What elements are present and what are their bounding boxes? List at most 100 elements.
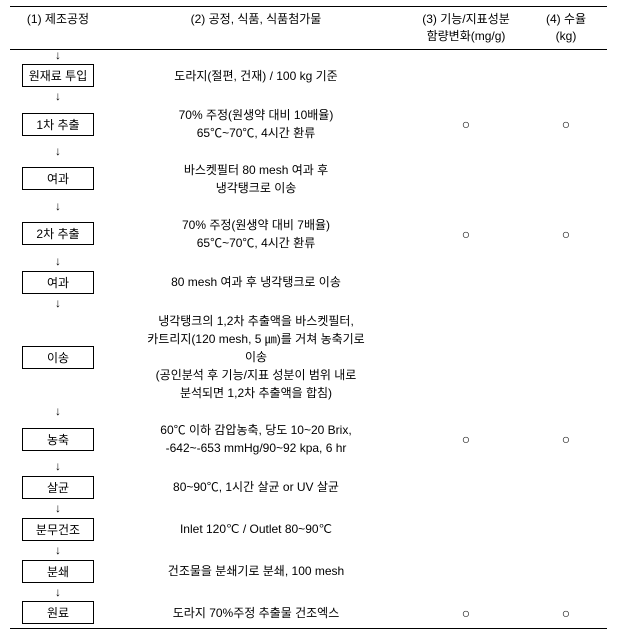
desc-line: 65℃~70℃, 4시간 환류 — [197, 126, 316, 140]
flow-arrow: ↓ — [10, 587, 106, 598]
flow-arrow: ↓ — [10, 201, 106, 212]
header-col3-line2: 함량변화(mg/g) — [427, 29, 506, 43]
desc-line: 80 mesh 여과 후 냉각탱크로 이송 — [171, 275, 341, 289]
bottom-rule — [10, 628, 607, 629]
desc-line: 이송 — [245, 350, 267, 364]
yield-mark: ○ — [526, 116, 606, 132]
flow-arrow: ↓ — [10, 545, 106, 556]
flow-arrow: ↓ — [10, 406, 106, 417]
header-col3: (3) 기능/지표성분 함량변화(mg/g) — [406, 7, 526, 49]
desc-line: 냉각탱크로 이송 — [216, 181, 297, 195]
yield-mark: ○ — [526, 605, 606, 621]
arrow-down-icon: ↓ — [55, 201, 61, 212]
process-description: 도라지(절편, 건재) / 100 kg 기준 — [106, 67, 406, 85]
indicator-mark: ○ — [406, 226, 526, 242]
flow-step: 원료 — [10, 601, 106, 624]
arrow-down-icon: ↓ — [55, 461, 61, 472]
indicator-mark: ○ — [406, 116, 526, 132]
process-description: 건조물을 분쇄기로 분쇄, 100 mesh — [106, 562, 406, 580]
flow-row: 이송 냉각탱크의 1,2차 추출액을 바스켓필터, 카트리지(120 mesh, 5… — [10, 312, 607, 402]
flow-row: 원재료 투입 도라지(절편, 건재) / 100 kg 기준 — [10, 64, 607, 87]
arrow-down-icon: ↓ — [55, 503, 61, 514]
header-col4: (4) 수율 (kg) — [526, 7, 606, 49]
process-description: 도라지 70%주정 추출물 건조엑스 — [106, 604, 406, 622]
flow-box: 분쇄 — [22, 560, 94, 583]
flow-step: 농축 — [10, 428, 106, 451]
indicator-mark: ○ — [406, 431, 526, 447]
flow-table-body: ↓ 원재료 투입 도라지(절편, 건재) / 100 kg 기준 ↓ 1차 추출 70% … — [10, 50, 607, 625]
flow-box: 살균 — [22, 476, 94, 499]
yield-mark: ○ — [526, 431, 606, 447]
flow-arrow: ↓ — [10, 91, 106, 102]
desc-line: -642~-653 mmHg/90~92 kpa, 6 hr — [166, 441, 347, 455]
desc-line: 건조물을 분쇄기로 분쇄, 100 mesh — [168, 564, 344, 578]
flow-arrow: ↓ — [10, 146, 106, 157]
header-col4-line1: (4) 수율 — [546, 12, 586, 26]
flow-step: 1차 추출 — [10, 113, 106, 136]
flow-step: 이송 — [10, 346, 106, 369]
arrow-down-icon: ↓ — [55, 298, 61, 309]
flow-arrow: ↓ — [10, 256, 106, 267]
desc-line: 카트리지(120 mesh, 5 ㎛)를 거쳐 농축기로 — [147, 332, 364, 346]
flow-row: 분무건조 Inlet 120℃ / Outlet 80~90℃ — [10, 518, 607, 541]
flow-step: 분무건조 — [10, 518, 106, 541]
flow-step: 여과 — [10, 167, 106, 190]
table-header: (1) 제조공정 (2) 공정, 식품, 식품첨가물 (3) 기능/지표성분 함… — [10, 6, 607, 50]
desc-line: 70% 주정(원생약 대비 7배율) — [182, 218, 330, 232]
flow-row: 2차 추출 70% 주정(원생약 대비 7배율) 65℃~70℃, 4시간 환류 ○○ — [10, 216, 607, 252]
indicator-mark: ○ — [406, 605, 526, 621]
desc-line: 70% 주정(원생약 대비 10배율) — [179, 108, 334, 122]
header-col2: (2) 공정, 식품, 식품첨가물 — [106, 7, 406, 49]
flow-box: 농축 — [22, 428, 94, 451]
arrow-down-icon: ↓ — [55, 256, 61, 267]
process-description: 70% 주정(원생약 대비 7배율) 65℃~70℃, 4시간 환류 — [106, 216, 406, 252]
process-description: 70% 주정(원생약 대비 10배율) 65℃~70℃, 4시간 환류 — [106, 106, 406, 142]
arrow-down-icon: ↓ — [55, 406, 61, 417]
flow-row: 농축 60℃ 이하 감압농축, 당도 10~20 Brix, -642~-653 m… — [10, 421, 607, 457]
header-col1: (1) 제조공정 — [10, 7, 106, 49]
flow-step: 2차 추출 — [10, 222, 106, 245]
flow-row: 여과 바스켓필터 80 mesh 여과 후냉각탱크로 이송 — [10, 161, 607, 197]
flow-row: 원료 도라지 70%주정 추출물 건조엑스 ○○ — [10, 601, 607, 624]
flow-box: 1차 추출 — [22, 113, 94, 136]
process-description: 바스켓필터 80 mesh 여과 후냉각탱크로 이송 — [106, 161, 406, 197]
process-description: 80 mesh 여과 후 냉각탱크로 이송 — [106, 273, 406, 291]
flow-arrow: ↓ — [10, 298, 106, 309]
desc-line: 도라지 70%주정 추출물 건조엑스 — [173, 606, 340, 620]
desc-line: 냉각탱크의 1,2차 추출액을 바스켓필터, — [158, 314, 354, 328]
flow-step: 분쇄 — [10, 560, 106, 583]
flow-row: 여과 80 mesh 여과 후 냉각탱크로 이송 — [10, 271, 607, 294]
flow-box: 2차 추출 — [22, 222, 94, 245]
flow-arrow: ↓ — [10, 503, 106, 514]
desc-line: 80~90℃, 1시간 살균 or UV 살균 — [173, 480, 339, 494]
arrow-down-icon: ↓ — [55, 545, 61, 556]
flow-box: 원료 — [22, 601, 94, 624]
flow-box: 분무건조 — [22, 518, 94, 541]
desc-line: 65℃~70℃, 4시간 환류 — [197, 236, 316, 250]
flow-row: 분쇄 건조물을 분쇄기로 분쇄, 100 mesh — [10, 560, 607, 583]
flow-row: 살균 80~90℃, 1시간 살균 or UV 살균 — [10, 476, 607, 499]
arrow-down-icon: ↓ — [55, 587, 61, 598]
flow-box: 여과 — [22, 167, 94, 190]
header-col3-line1: (3) 기능/지표성분 — [422, 12, 510, 26]
flow-box: 원재료 투입 — [22, 64, 95, 87]
flow-step: 원재료 투입 — [10, 64, 106, 87]
process-description: 60℃ 이하 감압농축, 당도 10~20 Brix, -642~-653 mmH… — [106, 421, 406, 457]
flow-row: 1차 추출 70% 주정(원생약 대비 10배율) 65℃~70℃, 4시간 환류 ○… — [10, 106, 607, 142]
process-description: Inlet 120℃ / Outlet 80~90℃ — [106, 520, 406, 538]
process-description: 80~90℃, 1시간 살균 or UV 살균 — [106, 478, 406, 496]
desc-line: 도라지(절편, 건재) / 100 kg 기준 — [174, 69, 337, 83]
arrow-down-icon: ↓ — [55, 50, 61, 61]
yield-mark: ○ — [526, 226, 606, 242]
flow-box: 여과 — [22, 271, 94, 294]
desc-line: (공인분석 후 기능/지표 성분이 범위 내로 — [156, 368, 357, 382]
process-description: 냉각탱크의 1,2차 추출액을 바스켓필터, 카트리지(120 mesh, 5 ㎛… — [106, 312, 406, 402]
desc-line: 60℃ 이하 감압농축, 당도 10~20 Brix, — [160, 423, 351, 437]
flow-arrow: ↓ — [10, 50, 106, 61]
flow-step: 여과 — [10, 271, 106, 294]
flow-box: 이송 — [22, 346, 94, 369]
desc-line: Inlet 120℃ / Outlet 80~90℃ — [180, 522, 332, 536]
arrow-down-icon: ↓ — [55, 91, 61, 102]
flow-step: 살균 — [10, 476, 106, 499]
flow-arrow: ↓ — [10, 461, 106, 472]
